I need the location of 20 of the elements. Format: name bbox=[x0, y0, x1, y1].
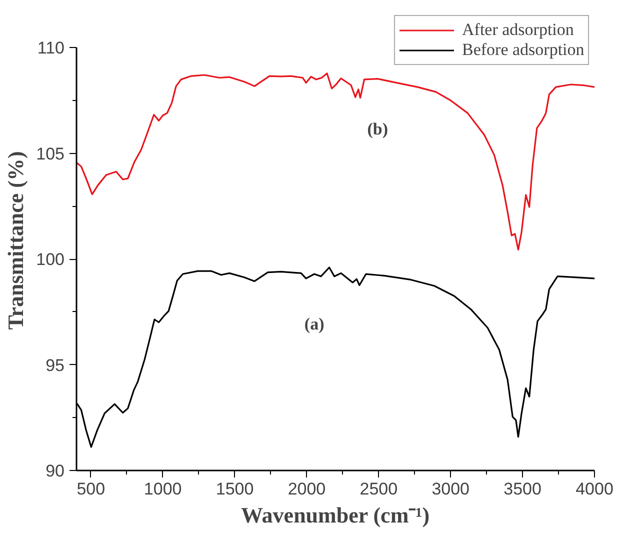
x-tick-label: 500 bbox=[76, 480, 106, 498]
y-tick-label: 90 bbox=[46, 462, 65, 480]
y-axis-title: Transmittance (%) bbox=[3, 151, 28, 330]
annotation: (a) bbox=[304, 314, 324, 334]
legend-label: Before adsorption bbox=[462, 40, 584, 60]
x-tick-label: 3000 bbox=[432, 480, 470, 498]
y-tick-label: 105 bbox=[36, 144, 65, 164]
x-tick-label: 2000 bbox=[288, 480, 326, 498]
legend-label: After adsorption bbox=[462, 20, 574, 40]
line-series bbox=[76, 72, 594, 250]
x-tick-label: 1500 bbox=[216, 480, 254, 498]
x-tick-label: 1000 bbox=[144, 480, 182, 498]
x-tick-label: 2500 bbox=[360, 480, 398, 498]
annotation: (b) bbox=[367, 119, 388, 138]
x-axis-title: Wavenumber (cm⁻¹) bbox=[241, 502, 430, 528]
y-tick-label: 100 bbox=[36, 250, 65, 269]
y-tick-label: 110 bbox=[37, 38, 65, 58]
x-tick-label: 4000 bbox=[576, 480, 614, 498]
x-tick-label: 3500 bbox=[504, 480, 542, 498]
y-tick-label: 95 bbox=[46, 356, 65, 375]
